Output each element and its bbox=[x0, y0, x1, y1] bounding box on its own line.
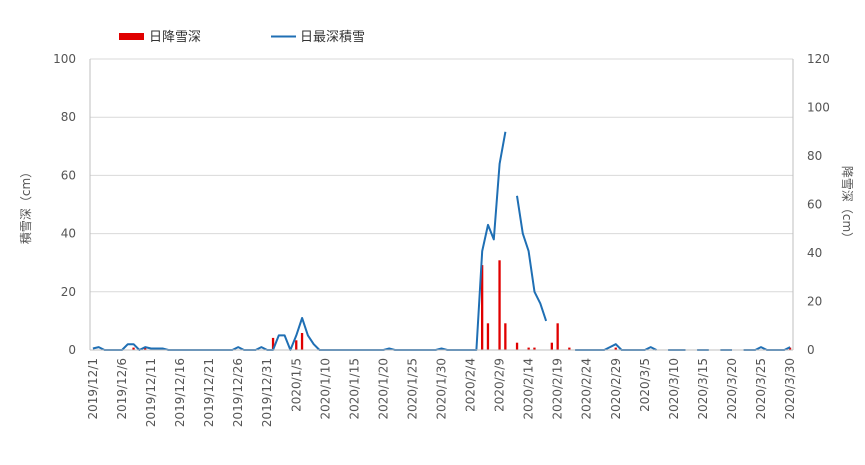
legend-bar-label: 日降雪深 bbox=[149, 30, 201, 45]
snowfall-bar bbox=[550, 342, 553, 350]
snowfall-bar bbox=[300, 333, 304, 350]
right-tick-label: 60 bbox=[807, 198, 822, 212]
snowfall-bar bbox=[527, 347, 530, 350]
x-tick-label: 2020/3/25 bbox=[754, 358, 768, 420]
x-tick-label: 2020/2/29 bbox=[609, 358, 623, 420]
x-tick-label: 2020/3/15 bbox=[696, 358, 710, 420]
legend: 日降雪深 日最深積雪 bbox=[119, 30, 365, 45]
x-tick-label: 2019/12/1 bbox=[86, 358, 100, 420]
x-tick-label: 2019/12/31 bbox=[260, 358, 274, 427]
snowfall-bar bbox=[144, 347, 147, 350]
snowfall-bar bbox=[504, 323, 507, 350]
right-tick-label: 40 bbox=[807, 246, 822, 260]
bar-series bbox=[132, 260, 792, 350]
snowfall-bar bbox=[556, 323, 559, 350]
snowfall-bar bbox=[498, 260, 501, 350]
legend-line-label: 日最深積雪 bbox=[300, 30, 365, 45]
right-axis-title: 降雪深（cm） bbox=[840, 166, 854, 244]
left-axis-title: 積雪深（cm） bbox=[18, 166, 33, 244]
right-tick-label: 120 bbox=[807, 52, 830, 66]
tick-labels: 0 20 40 60 80 100 0 20 40 60 80 100 120 2019/12/1 2019… bbox=[53, 52, 830, 427]
snow-depth-line-segment bbox=[516, 195, 548, 322]
line-series bbox=[92, 131, 791, 351]
x-tick-label: 2019/12/26 bbox=[231, 358, 245, 427]
x-tick-label: 2020/2/14 bbox=[522, 358, 536, 420]
right-tick-label: 0 bbox=[807, 343, 815, 357]
x-tick-label: 2020/3/30 bbox=[783, 358, 797, 420]
snowfall-bar bbox=[788, 347, 792, 350]
x-tick-label: 2019/12/6 bbox=[115, 358, 129, 420]
left-tick-label: 40 bbox=[61, 227, 76, 241]
x-tick-label: 2020/1/15 bbox=[347, 358, 361, 420]
x-tick-label: 2020/2/9 bbox=[493, 358, 507, 412]
x-tick-label: 2020/1/20 bbox=[376, 358, 390, 420]
snowfall-bar bbox=[486, 323, 490, 350]
right-tick-label: 100 bbox=[807, 101, 830, 115]
snowfall-bar bbox=[132, 347, 135, 350]
left-tick-label: 20 bbox=[61, 285, 76, 299]
snow-depth-line-segment bbox=[92, 131, 507, 351]
x-tick-label: 2020/1/25 bbox=[406, 358, 420, 420]
x-tick-label: 2020/1/30 bbox=[435, 358, 449, 420]
x-tick-label: 2020/2/19 bbox=[551, 358, 565, 420]
x-tick-label: 2020/1/10 bbox=[318, 358, 332, 420]
x-tick-label: 2020/3/10 bbox=[667, 358, 681, 420]
x-tick-label: 2020/3/5 bbox=[638, 358, 652, 412]
x-tick-label: 2019/12/21 bbox=[202, 358, 216, 427]
left-tick-label: 60 bbox=[61, 168, 76, 182]
x-tick-label: 2020/2/4 bbox=[464, 358, 478, 412]
axes bbox=[89, 59, 794, 351]
snowfall-bar bbox=[295, 340, 298, 350]
left-tick-label: 80 bbox=[61, 110, 76, 124]
snowfall-bar bbox=[515, 342, 519, 350]
x-tick-label: 2020/3/20 bbox=[725, 358, 739, 420]
x-tick-label: 2020/1/5 bbox=[289, 358, 303, 412]
snowfall-bar bbox=[614, 347, 617, 350]
left-tick-label: 0 bbox=[68, 343, 76, 357]
gridlines bbox=[90, 58, 793, 293]
right-tick-label: 20 bbox=[807, 295, 822, 309]
right-tick-label: 80 bbox=[807, 149, 822, 163]
snowfall-bar bbox=[271, 337, 275, 350]
x-tick-label: 2019/12/16 bbox=[173, 358, 187, 427]
snowfall-bar bbox=[481, 265, 484, 350]
x-tick-label: 2019/12/11 bbox=[144, 358, 158, 427]
snowfall-bar bbox=[533, 347, 536, 350]
left-tick-label: 100 bbox=[53, 52, 76, 66]
legend-bar-swatch bbox=[119, 33, 144, 40]
x-tick-label: 2020/2/24 bbox=[580, 358, 594, 420]
snowfall-bar bbox=[568, 347, 571, 350]
